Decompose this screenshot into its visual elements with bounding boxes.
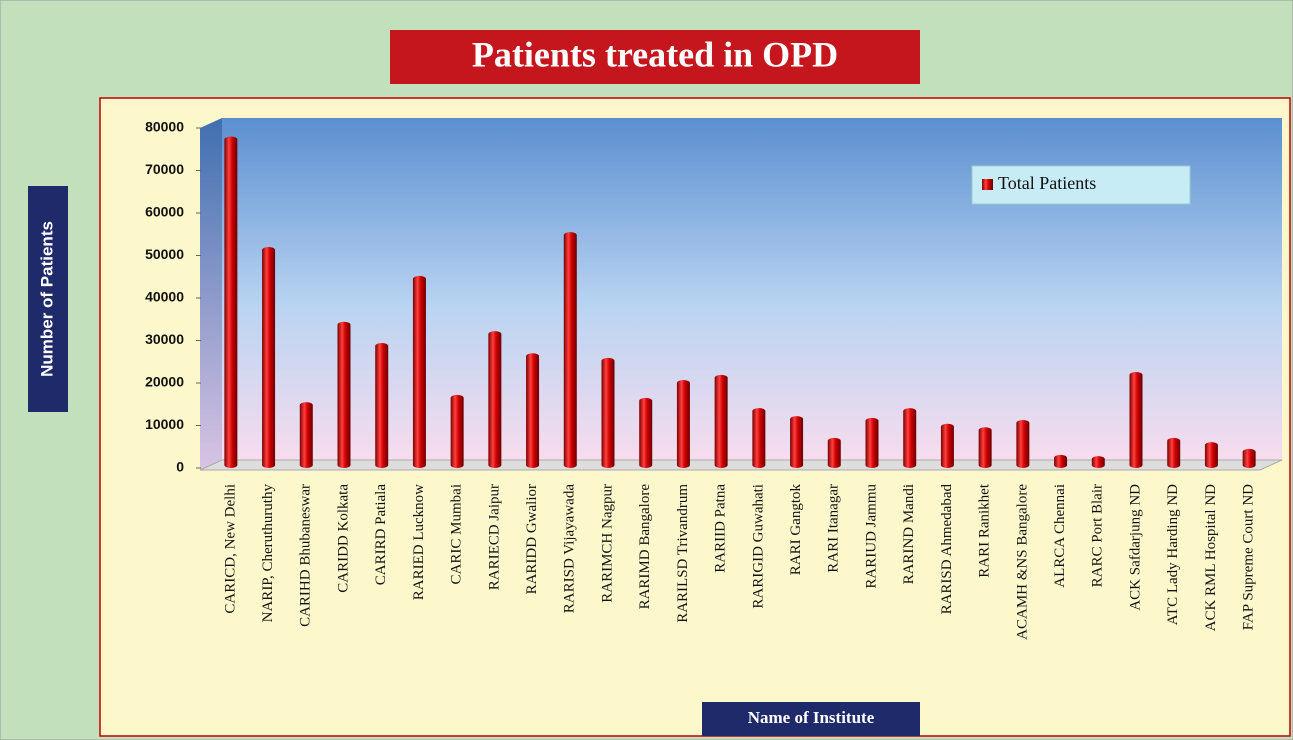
x-tick-label: RARIMD Bangalore: [637, 484, 653, 610]
y-tick-label: 10000: [145, 416, 184, 432]
y-axis-label: Number of Patients: [37, 221, 56, 377]
bar: [1129, 371, 1143, 468]
bar: [224, 136, 238, 468]
bar: [827, 437, 841, 468]
x-tick-label: RARIGID Guwahati: [750, 484, 766, 609]
x-tick-label: CARIC Mumbai: [449, 484, 465, 584]
x-tick-label: CARIHD Bhubaneswar: [298, 484, 314, 627]
x-label-box: [702, 702, 920, 736]
bar: [563, 232, 577, 468]
x-tick-label: RARIUD Jammu: [863, 484, 879, 589]
y-tick-label: 0: [176, 459, 184, 475]
bar: [940, 423, 954, 468]
x-tick-label: RARIID Patna: [713, 484, 729, 573]
bar: [1016, 419, 1030, 468]
bar: [337, 321, 351, 468]
bar: [412, 275, 426, 468]
x-tick-label: RARIDD Gwalior: [524, 484, 540, 594]
y-label-box: [28, 186, 68, 412]
x-tick-label: RARILSD Trivandrum: [675, 484, 691, 623]
bar: [903, 408, 917, 468]
y-tick-label: 40000: [145, 289, 184, 305]
bar: [1167, 437, 1181, 468]
x-tick-label: RARC Port Blair: [1090, 484, 1106, 587]
x-tick-label: RARI Itanagar: [826, 484, 842, 573]
side-wall: [200, 118, 222, 470]
bar: [299, 402, 313, 468]
bar: [450, 394, 464, 468]
x-tick-label: FAP Supreme Court ND: [1241, 484, 1257, 630]
title-box: [390, 30, 920, 84]
x-tick-label: ACK RML Hospital ND: [1203, 484, 1219, 632]
bar: [865, 417, 879, 468]
bar: [639, 397, 653, 468]
bar: [978, 427, 992, 468]
x-tick-label: RARIED Lucknow: [411, 484, 427, 600]
bar: [262, 247, 276, 468]
bar: [601, 357, 615, 468]
y-tick-label: 20000: [145, 374, 184, 390]
x-tick-label: ATC Lady Harding ND: [1165, 484, 1181, 625]
bar: [676, 380, 690, 468]
y-tick-label: 30000: [145, 331, 184, 347]
bar: [1204, 442, 1218, 468]
x-tick-label: RARIECD Jaipur: [486, 484, 502, 590]
x-tick-label: CARIRD Patiala: [373, 484, 389, 586]
legend-box: [971, 165, 1191, 205]
x-tick-label: ACAMH &NS Bangalore: [1014, 484, 1030, 640]
bar: [752, 408, 766, 468]
y-tick-label: 70000: [145, 161, 184, 177]
x-tick-label: RARI Ranikhet: [977, 483, 993, 578]
y-tick-label: 80000: [145, 119, 184, 135]
x-tick-label: RARISD Ahmedabad: [939, 484, 955, 615]
bar: [1242, 448, 1256, 468]
x-tick-label: NARIP, Cheruthuruthy: [260, 484, 276, 623]
x-tick-label: ALRCA Chennai: [1052, 484, 1068, 588]
x-tick-label: ACK Safdarjung ND: [1127, 484, 1143, 611]
x-tick-label: CARICD, New Delhi: [222, 484, 238, 614]
bar: [526, 353, 540, 468]
legend-label: Total Patients: [998, 173, 1096, 193]
bar: [714, 374, 728, 468]
y-tick-label: 60000: [145, 204, 184, 220]
bar: [1054, 454, 1068, 468]
bar: [790, 416, 804, 468]
x-axis-label: Name of Institute: [748, 708, 875, 727]
chart-title: Patients treated in OPD: [472, 34, 838, 74]
floor: [199, 459, 1283, 471]
x-tick-label: RARISD Vijayawada: [562, 484, 578, 614]
bar: [1091, 456, 1105, 468]
x-tick-label: RARIND Mandi: [901, 484, 917, 584]
x-tick-label: CARIDD Kolkata: [335, 484, 351, 593]
x-tick-label: RARI Gangtok: [788, 484, 804, 576]
bar: [488, 331, 502, 468]
x-tick-label: RARIMCH Nagpur: [599, 484, 615, 603]
legend-swatch: [982, 179, 993, 190]
bar: [375, 343, 389, 468]
y-tick-label: 50000: [145, 246, 184, 262]
